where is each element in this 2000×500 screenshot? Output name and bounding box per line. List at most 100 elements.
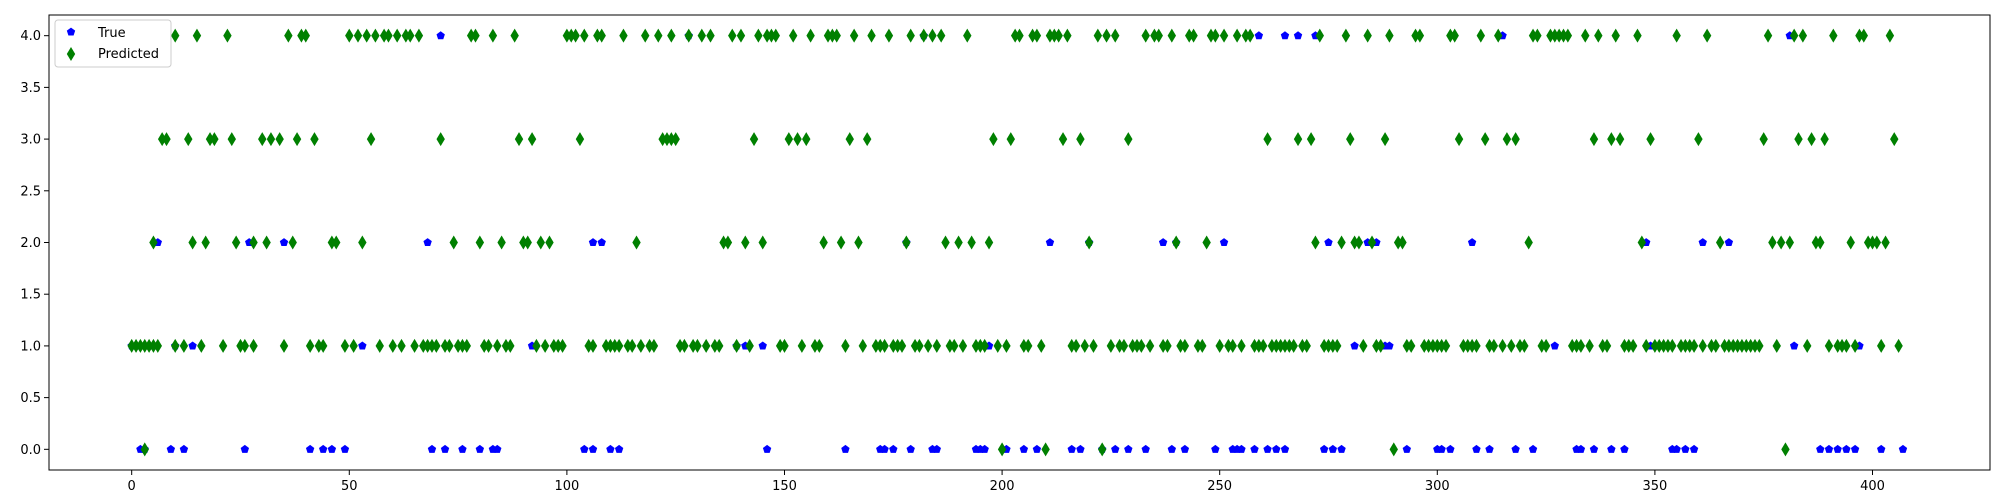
predicted-point (218, 338, 228, 353)
predicted-point (1524, 235, 1533, 250)
predicted-point (1359, 338, 1368, 353)
true-point (1254, 31, 1264, 40)
predicted-point (462, 338, 471, 353)
predicted-point (388, 338, 398, 353)
predicted-point (249, 235, 258, 250)
true-point (1681, 444, 1690, 453)
predicted-point (1171, 235, 1181, 250)
true-point (1385, 341, 1394, 350)
predicted-point (1415, 28, 1425, 43)
predicted-point (1520, 338, 1529, 353)
predicted-point (654, 28, 663, 43)
true-point (1250, 444, 1259, 453)
predicted-point (1894, 338, 1903, 353)
predicted-point (340, 338, 350, 353)
predicted-point (1715, 235, 1725, 250)
predicted-point (1341, 28, 1351, 43)
predicted-point (1211, 28, 1220, 43)
predicted-point (279, 338, 289, 353)
predicted-point (1637, 235, 1647, 250)
predicted-point (1232, 28, 1242, 43)
predicted-point (1119, 338, 1129, 353)
y-tick-label: 2.0 (20, 236, 41, 251)
predicted-point (484, 338, 493, 353)
predicted-point (601, 338, 611, 353)
predicted-point (1206, 28, 1216, 43)
true-point (1211, 444, 1220, 453)
predicted-point (1563, 28, 1573, 43)
predicted-point (984, 235, 994, 250)
true-point (358, 341, 367, 350)
true-point (1850, 444, 1860, 453)
predicted-point (192, 28, 202, 43)
predicted-point (1393, 235, 1403, 250)
x-tick-label: 200 (990, 479, 1015, 494)
predicted-point (1807, 132, 1816, 147)
true-point (606, 444, 615, 453)
predicted-point (732, 338, 741, 353)
predicted-point (1876, 338, 1886, 353)
predicted-point (701, 338, 711, 353)
predicted-point (1254, 338, 1264, 353)
predicted-point (1641, 338, 1651, 353)
predicted-point (1141, 28, 1150, 43)
predicted-point (936, 28, 946, 43)
predicted-point (1820, 132, 1829, 147)
true-point (614, 444, 624, 453)
predicted-point (493, 338, 502, 353)
predicted-point (1502, 132, 1512, 147)
predicted-point (1128, 338, 1137, 353)
predicted-point (1010, 28, 1020, 43)
predicted-point (1176, 338, 1185, 353)
true-point (1550, 341, 1559, 350)
predicted-point (823, 28, 833, 43)
true-point (1019, 444, 1029, 453)
predicted-point (488, 28, 498, 43)
predicted-point (780, 338, 789, 353)
predicted-point (1145, 338, 1155, 353)
predicted-point (1663, 338, 1673, 353)
predicted-point (1332, 338, 1342, 353)
predicted-point (258, 132, 267, 147)
predicted-point (1855, 28, 1864, 43)
legend-true-marker (66, 27, 76, 36)
predicted-point (715, 338, 724, 353)
predicted-point (558, 338, 567, 353)
true-point (1032, 444, 1042, 453)
true-point (762, 444, 772, 453)
predicted-point (1276, 338, 1285, 353)
predicted-point (1084, 235, 1094, 250)
predicted-point (349, 338, 358, 353)
predicted-point (1280, 338, 1290, 353)
predicted-point (1811, 235, 1821, 250)
plot-area-background (49, 15, 1990, 470)
predicted-point (854, 235, 863, 250)
x-tick-label: 350 (1642, 479, 1667, 494)
predicted-point (1237, 338, 1246, 353)
predicted-point (1111, 28, 1120, 43)
predicted-point (1154, 28, 1163, 43)
predicted-point (1890, 132, 1899, 147)
predicted-point (1071, 338, 1081, 353)
predicted-point (876, 338, 885, 353)
predicted-point (1241, 28, 1251, 43)
predicted-point (1803, 338, 1812, 353)
true-point (1402, 444, 1412, 453)
predicted-point (741, 235, 750, 250)
true-point (1842, 444, 1851, 453)
x-tick-label: 0 (128, 479, 136, 494)
predicted-point (1789, 28, 1799, 43)
predicted-point (1472, 338, 1481, 353)
predicted-point (915, 338, 924, 353)
predicted-point (967, 235, 976, 250)
predicted-point (1219, 28, 1229, 43)
predicted-point (197, 338, 206, 353)
predicted-point (519, 235, 528, 250)
predicted-point (1367, 235, 1377, 250)
predicted-point (1089, 338, 1098, 353)
predicted-point (527, 132, 537, 147)
predicted-point (1385, 28, 1394, 43)
predicted-point (371, 28, 380, 43)
predicted-point (832, 28, 841, 43)
predicted-point (788, 28, 798, 43)
